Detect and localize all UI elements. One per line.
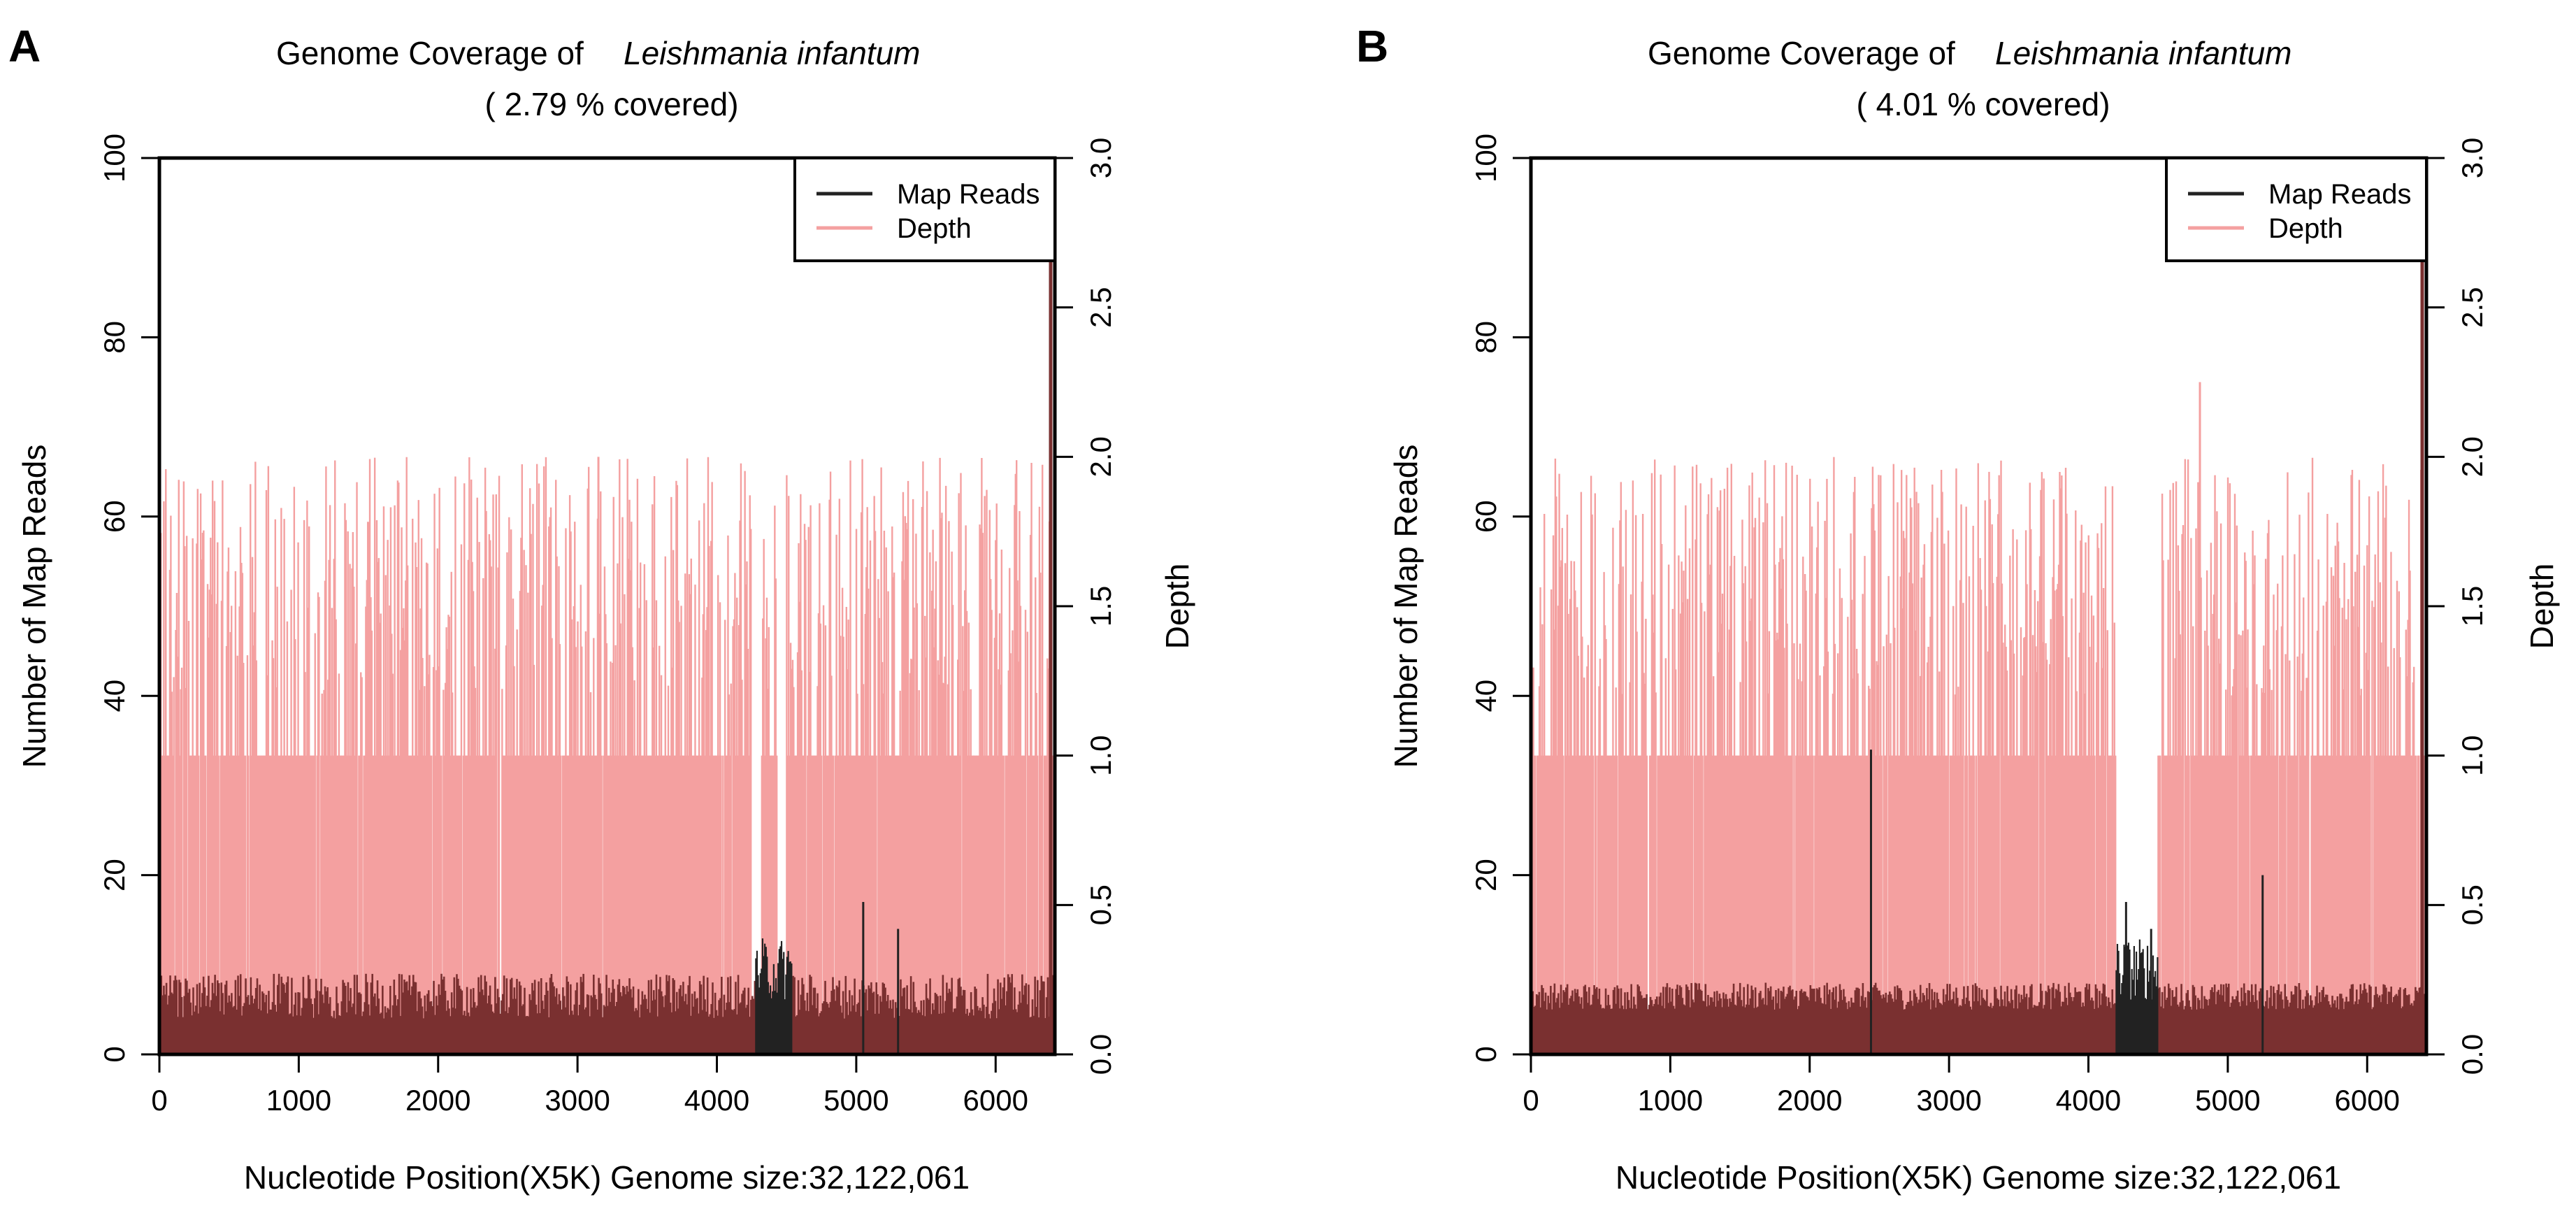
x-tick-label: 4000 (684, 1084, 749, 1117)
legend-box (2165, 157, 2428, 262)
chart-title-organism: Leishmania infantum (1995, 35, 2291, 71)
x-tick-label: 3000 (545, 1084, 610, 1117)
panel-letter: A (8, 21, 41, 71)
x-tick-label: 2000 (405, 1084, 470, 1117)
legend-box (793, 157, 1056, 262)
y2-tick-label: 3.0 (2456, 138, 2489, 178)
x-tick-label: 0 (1523, 1084, 1539, 1117)
panel-letter: B (1358, 21, 1388, 71)
y2-tick-label: 0.5 (1084, 884, 1117, 925)
chart-svg-b: B Genome Coverage of Leishmania infantum… (1356, 21, 2560, 1196)
x-tick-label: 1000 (1638, 1084, 1703, 1117)
y2-tick-label: 2.0 (2456, 436, 2489, 477)
y-tick-label: 100 (98, 134, 131, 182)
y2-tick-label: 0.0 (2456, 1034, 2489, 1075)
chart-title-prefix: Genome Coverage of (1648, 35, 1955, 71)
y2-tick-label: 1.0 (2456, 735, 2489, 775)
x-tick-label: 5000 (823, 1084, 888, 1117)
plot-area (159, 158, 1056, 1054)
x-axis: 0 1000 2000 3000 4000 5000 6000 (1523, 1056, 2400, 1117)
chart-panel-a: A Genome Coverage of Leishmania infantum… (0, 0, 1288, 1215)
y-tick-label: 0 (98, 1046, 131, 1062)
y2-tick-label: 0.5 (2456, 884, 2489, 925)
y-tick-label: 40 (98, 680, 131, 712)
y2-tick-label: 3.0 (1084, 138, 1117, 178)
y2-tick-label: 1.5 (1084, 586, 1117, 626)
legend-label-map-reads: Map Reads (897, 179, 1040, 210)
x-tick-label: 2000 (1777, 1084, 1842, 1117)
y-axis-label: Number of Map Reads (16, 445, 52, 768)
x-tick-label: 6000 (963, 1084, 1028, 1117)
chart-subtitle: ( 4.01 % covered) (1856, 86, 2110, 122)
x-tick-label: 1000 (266, 1084, 331, 1117)
y-tick-label: 20 (1469, 859, 1502, 891)
x-axis-label: Nucleotide Position(X5K) Genome size:32,… (244, 1159, 970, 1196)
chart-svg-a: A Genome Coverage of Leishmania infantum… (8, 21, 1195, 1196)
y-tick-label: 20 (98, 859, 131, 891)
y-axis-left: 0 20 40 60 80 100 (1469, 134, 1531, 1063)
y-tick-label: 60 (98, 500, 131, 533)
x-tick-label: 5000 (2195, 1084, 2260, 1117)
y-tick-label: 80 (1469, 321, 1502, 354)
legend: Map Reads Depth (793, 157, 1056, 262)
y2-tick-label: 1.5 (2456, 586, 2489, 626)
chart-subtitle: ( 2.79 % covered) (484, 86, 738, 122)
y-axis-label: Number of Map Reads (1388, 445, 1424, 768)
y2-tick-label: 2.5 (1084, 287, 1117, 327)
y-axis-left: 0 20 40 60 80 100 (98, 134, 159, 1063)
x-axis: 0 1000 2000 3000 4000 5000 6000 (151, 1056, 1028, 1117)
chart-title-prefix: Genome Coverage of (276, 35, 584, 71)
y2-axis-label: Depth (2524, 564, 2560, 650)
x-tick-label: 3000 (1916, 1084, 1981, 1117)
y-axis-right: 0.0 0.5 1.0 1.5 2.0 2.5 3.0 (1055, 138, 1117, 1075)
y2-tick-label: 0.0 (1084, 1034, 1117, 1075)
plot-area (1530, 158, 2427, 1054)
chart-panel-b: B Genome Coverage of Leishmania infantum… (1356, 0, 2576, 1215)
x-tick-label: 0 (151, 1084, 167, 1117)
chart-title-organism: Leishmania infantum (624, 35, 920, 71)
y-tick-label: 60 (1469, 500, 1502, 533)
legend-label-depth: Depth (897, 213, 972, 244)
legend-label-depth: Depth (2268, 213, 2343, 244)
legend-label-map-reads: Map Reads (2268, 179, 2412, 210)
y-axis-right: 0.0 0.5 1.0 1.5 2.0 2.5 3.0 (2426, 138, 2489, 1075)
y2-tick-label: 1.0 (1084, 735, 1117, 775)
x-axis-label: Nucleotide Position(X5K) Genome size:32,… (1616, 1159, 2341, 1196)
y2-axis-label: Depth (1159, 564, 1195, 650)
x-tick-label: 4000 (2056, 1084, 2121, 1117)
y2-tick-label: 2.0 (1084, 436, 1117, 477)
y2-tick-label: 2.5 (2456, 287, 2489, 327)
y-tick-label: 100 (1469, 134, 1502, 182)
y-tick-label: 80 (98, 321, 131, 354)
y-tick-label: 40 (1469, 680, 1502, 712)
y-tick-label: 0 (1469, 1046, 1502, 1062)
legend: Map Reads Depth (2165, 157, 2428, 262)
x-tick-label: 6000 (2335, 1084, 2400, 1117)
